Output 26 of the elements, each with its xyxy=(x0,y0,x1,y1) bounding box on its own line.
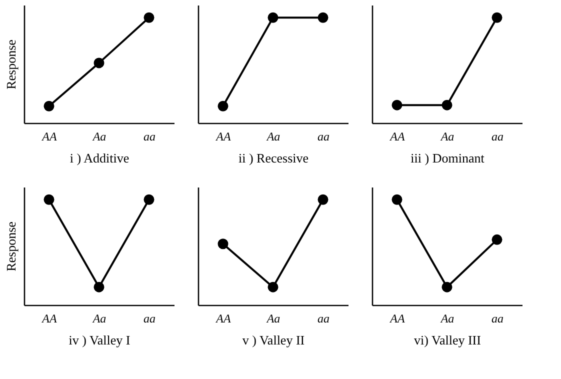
x-tick-label: AA xyxy=(215,130,232,144)
x-tick-label: AA xyxy=(41,130,58,144)
y-axis-title: Response xyxy=(4,221,18,272)
y-axis-title: Response xyxy=(4,39,18,90)
x-tick-label: AA xyxy=(41,312,58,326)
x-axis-title: i ) Additive xyxy=(70,150,130,166)
x-tick-label: aa xyxy=(144,312,156,326)
x-tick-label: aa xyxy=(318,130,330,144)
x-tick-label: Aa xyxy=(440,312,454,326)
x-tick-label: aa xyxy=(492,312,504,326)
x-tick-label: Aa xyxy=(266,130,280,144)
x-axis-title: iii ) Dominant xyxy=(410,150,485,166)
x-tick-label: aa xyxy=(144,130,156,144)
x-axis-title: iv ) Valley I xyxy=(68,332,130,348)
x-tick-label: Aa xyxy=(266,312,280,326)
x-tick-label: aa xyxy=(318,312,330,326)
x-tick-label: aa xyxy=(492,130,504,144)
x-axis-title: vi) Valley III xyxy=(414,332,481,348)
x-tick-label: Aa xyxy=(440,130,454,144)
x-tick-label: AA xyxy=(389,312,406,326)
x-tick-label: AA xyxy=(389,130,406,144)
x-tick-label: Aa xyxy=(92,312,106,326)
x-tick-label: AA xyxy=(215,312,232,326)
x-axis-title: ii ) Recessive xyxy=(238,150,309,166)
x-axis-title: v ) Valley II xyxy=(242,332,305,348)
x-tick-label: Aa xyxy=(92,130,106,144)
